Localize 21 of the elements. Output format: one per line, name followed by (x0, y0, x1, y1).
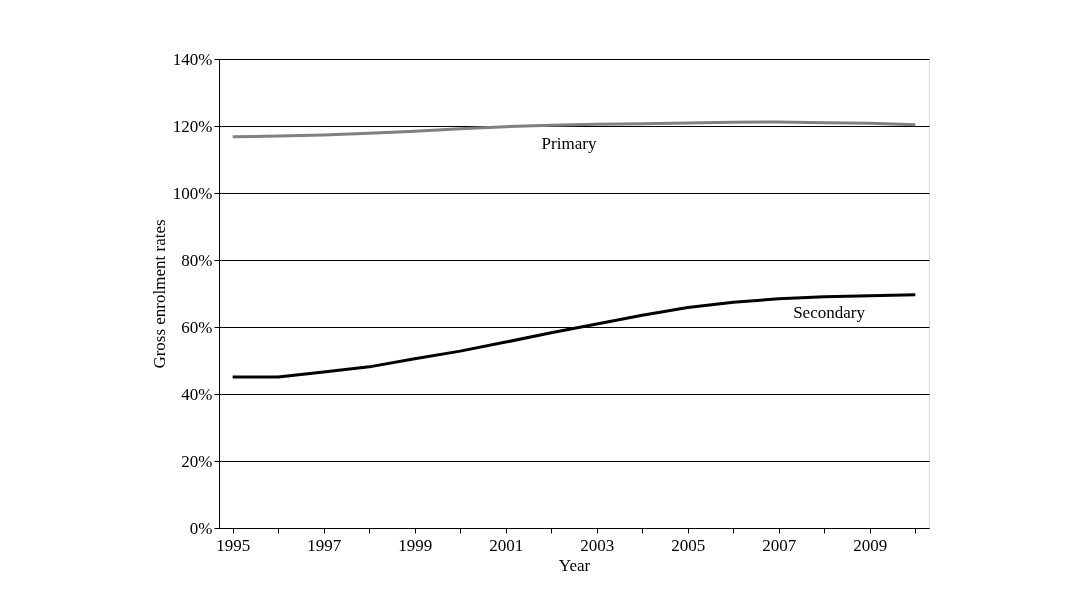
x-tick-label: 2005 (671, 535, 706, 555)
x-tick-label: 2009 (853, 535, 888, 555)
series-label: Secondary (793, 303, 866, 322)
y-tick-label: 120% (172, 116, 213, 136)
x-axis-title: Year (558, 555, 591, 575)
y-tick-label: 0% (189, 518, 213, 538)
x-tick-label: 2003 (580, 535, 615, 555)
x-tick-label: 2007 (762, 535, 797, 555)
y-tick-label: 80% (181, 250, 213, 270)
y-tick-label: 100% (172, 183, 213, 203)
y-tick-label: 140% (172, 49, 213, 69)
line-series (231, 120, 917, 139)
y-tick-label: 40% (181, 384, 213, 404)
x-tick-label: 1997 (307, 535, 342, 555)
x-tick-label: 1999 (398, 535, 433, 555)
y-axis-title: Gross enrolment rates (149, 219, 169, 369)
x-tick-label: 1995 (216, 535, 251, 555)
y-tick-label: 20% (181, 451, 213, 471)
x-tick-label: 2001 (489, 535, 524, 555)
y-tick-label: 60% (181, 317, 213, 337)
series-label: Primary (541, 134, 597, 153)
